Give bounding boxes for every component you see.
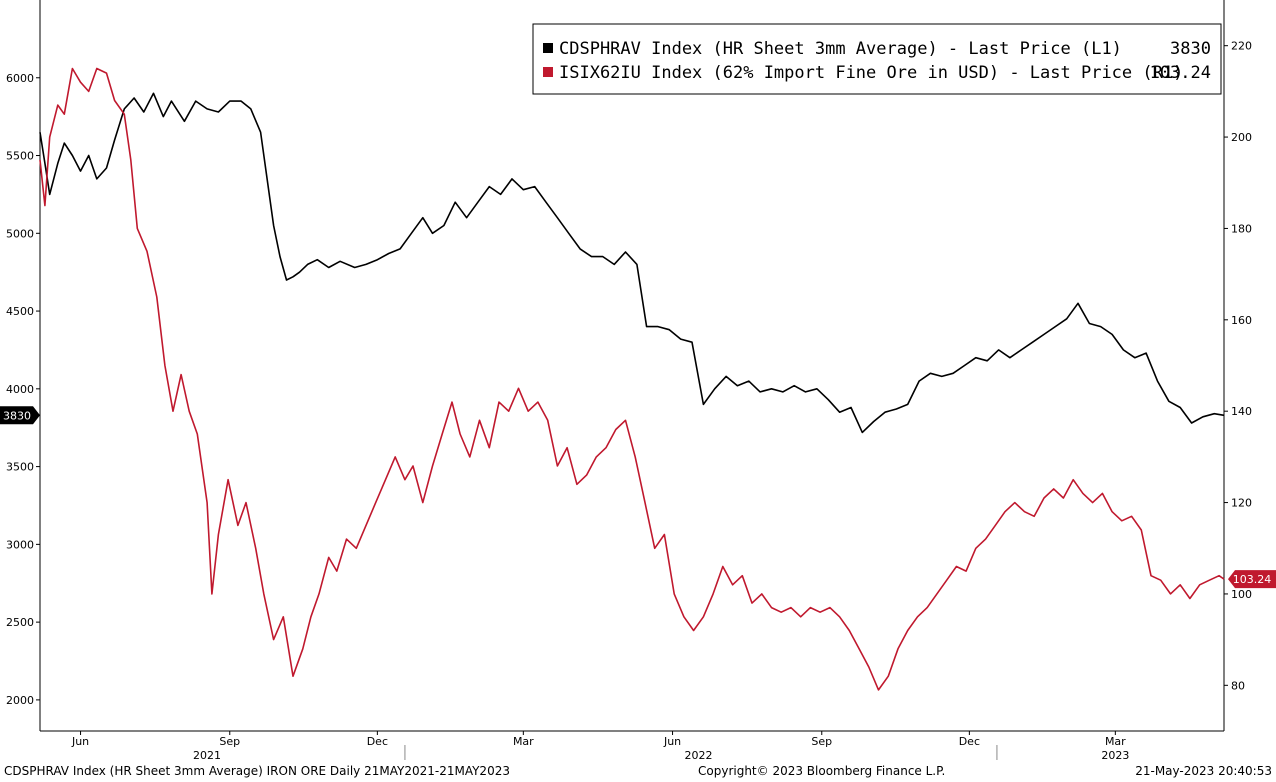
legend: CDSPHRAV Index (HR Sheet 3mm Average) - …	[532, 23, 1222, 95]
x-tick-label: Dec	[367, 735, 388, 748]
left-tick-label: 3500	[6, 461, 34, 474]
x-tick-label: Mar	[1105, 735, 1126, 748]
legend-entry-label: CDSPHRAV Index (HR Sheet 3mm Average) - …	[559, 39, 1122, 59]
left-tick-label: 3000	[6, 538, 34, 551]
x-tick-label: Jun	[663, 735, 681, 748]
series-line-cdsphrav	[39, 92, 1225, 434]
left-tick-label: 2500	[6, 616, 34, 629]
series-line-isix62iu	[39, 67, 1225, 691]
x-tick-label: Mar	[513, 735, 534, 748]
left-tick-label: 2000	[6, 694, 34, 707]
legend-entry-value: 3830	[1170, 39, 1211, 59]
footer-copyright: Copyright© 2023 Bloomberg Finance L.P.	[698, 764, 946, 778]
right-tick-label: 120	[1231, 497, 1252, 510]
x-tick-label: Dec	[959, 735, 980, 748]
legend-swatch	[543, 43, 553, 53]
legend-entry-label: ISIX62IU Index (62% Import Fine Ore in U…	[559, 63, 1183, 83]
x-tick-label: Jun	[71, 735, 89, 748]
x-tick-label: Sep	[811, 735, 832, 748]
left-tick-label: 6000	[6, 72, 34, 85]
left-last-value-tag	[0, 406, 40, 425]
chart-axes: 2000 2500 3000 3500 4000 4500 5000 5500 6000 80 10…	[6, 0, 1252, 762]
year-label: 2022	[684, 749, 712, 762]
year-label: 2023	[1101, 749, 1129, 762]
right-last-value-tag	[1228, 570, 1276, 589]
right-tick-label: 140	[1231, 405, 1252, 418]
footer-source: CDSPHRAV Index (HR Sheet 3mm Average) IR…	[4, 764, 510, 778]
right-last-value-text: 103.24	[1233, 573, 1272, 586]
right-tick-label: 180	[1231, 222, 1252, 235]
right-tick-label: 80	[1231, 679, 1245, 692]
right-tick-label: 160	[1231, 314, 1252, 327]
left-tick-label: 4500	[6, 305, 34, 318]
left-tick-label: 5500	[6, 150, 34, 163]
legend-entry-value: 103.24	[1150, 63, 1211, 83]
last-value-tags: 3830 103.24	[0, 406, 1276, 589]
x-tick-label: Sep	[219, 735, 240, 748]
right-tick-label: 100	[1231, 588, 1252, 601]
left-tick-label: 4000	[6, 383, 34, 396]
right-tick-label: 200	[1231, 131, 1252, 144]
right-tick-label: 220	[1231, 40, 1252, 53]
year-label: 2021	[193, 749, 221, 762]
left-tick-label: 5000	[6, 227, 34, 240]
legend-box	[532, 23, 1222, 95]
left-last-value-text: 3830	[3, 409, 31, 422]
footer-timestamp: 21-May-2023 20:40:53	[1135, 764, 1272, 778]
legend-swatch	[543, 67, 553, 77]
series-lines	[39, 67, 1225, 691]
